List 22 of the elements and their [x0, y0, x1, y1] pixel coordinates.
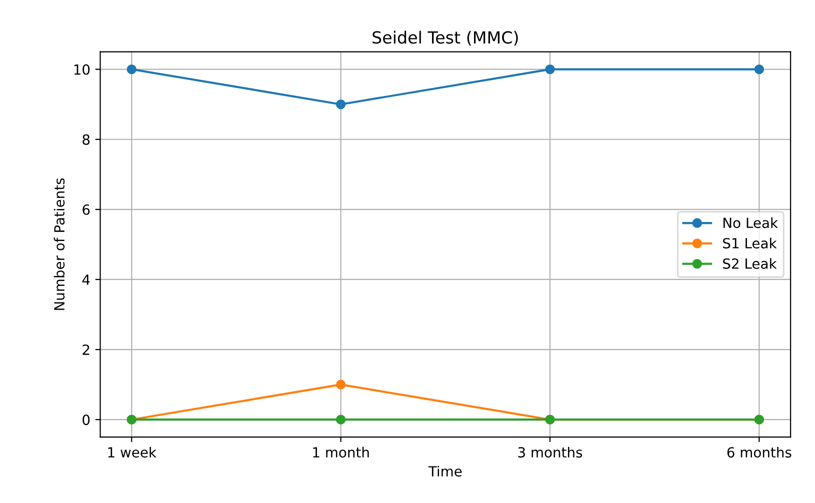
x-tick-label: 1 month — [313, 446, 369, 458]
y-tick-label: 4 — [82, 274, 90, 285]
legend-label: No Leak — [724, 217, 778, 228]
y-tick-label: 2 — [82, 344, 90, 355]
point — [126, 64, 136, 74]
y-tick-label: 0 — [82, 414, 90, 426]
legend-label: S2 Leak — [723, 258, 777, 269]
point — [336, 99, 346, 110]
x-axis-title: Time — [428, 466, 462, 477]
x-tick-label: 6 months — [727, 446, 792, 458]
x-tick-label: 3 months — [518, 446, 582, 458]
y-tick-label: 10 — [74, 64, 90, 75]
legend-label: S1 Leak — [723, 238, 777, 248]
point — [336, 414, 346, 424]
point — [754, 64, 764, 74]
chart-title: Seidel Test (MMC) — [372, 30, 518, 46]
y-axis-title: Number of Patients — [54, 178, 65, 310]
y-tick-label: 8 — [82, 134, 90, 145]
x-tick-label: 1 week — [108, 446, 156, 458]
point — [545, 64, 555, 74]
y-tick-label: 6 — [82, 204, 90, 215]
point — [336, 380, 346, 390]
